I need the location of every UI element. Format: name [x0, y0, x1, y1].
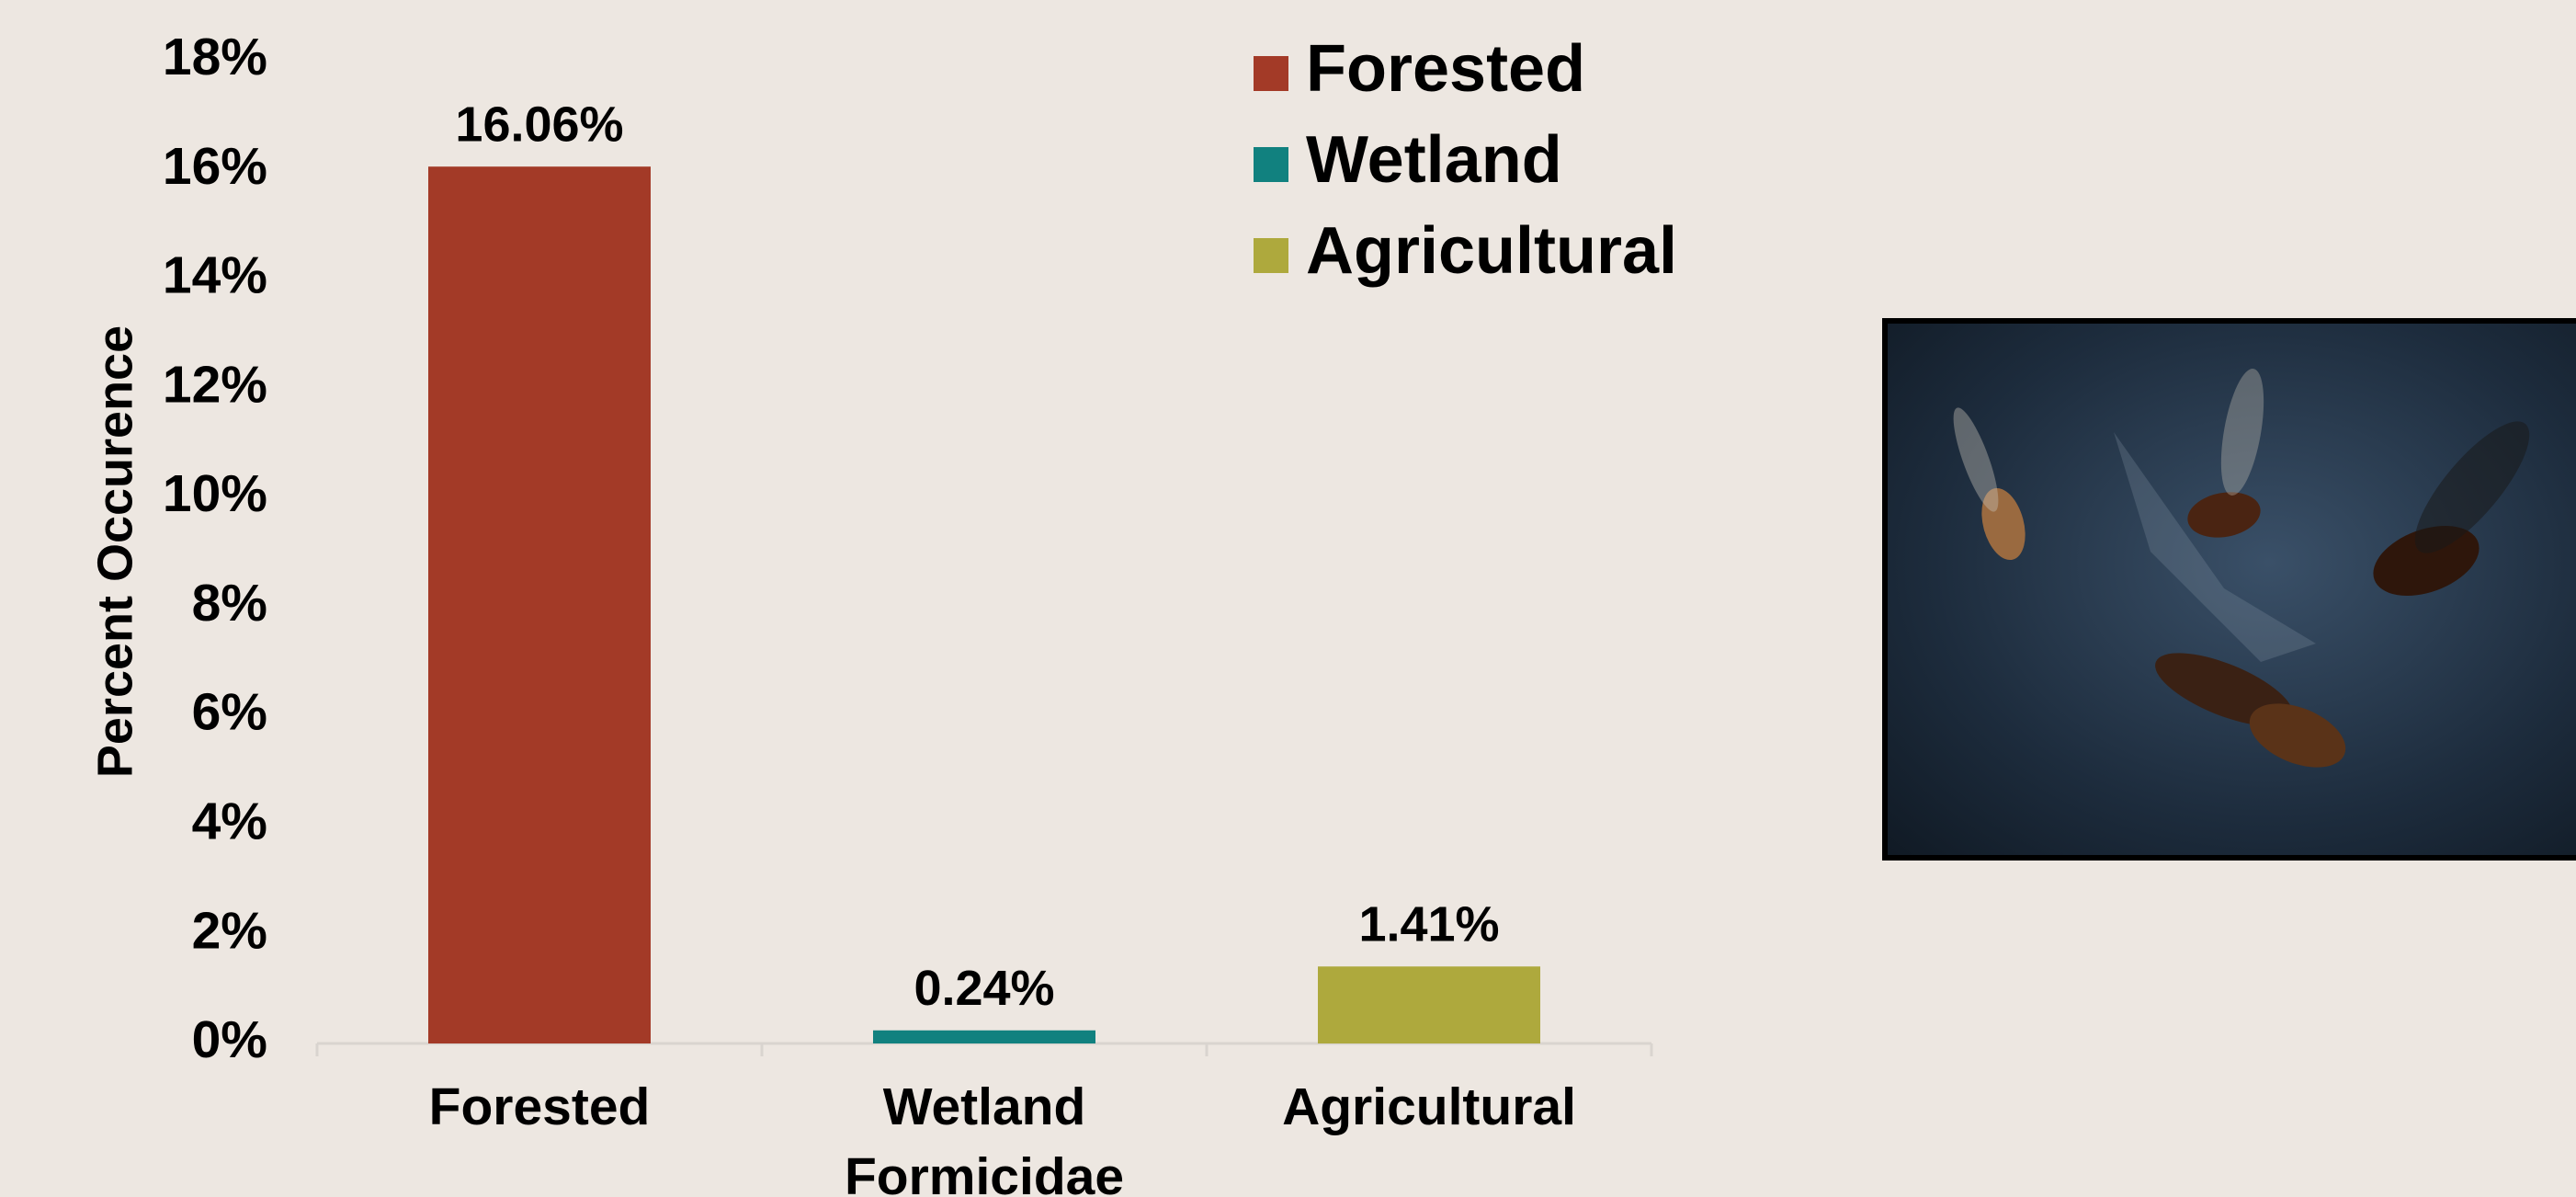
legend-label: Forested: [1306, 32, 1585, 106]
legend-label: Agricultural: [1306, 214, 1677, 288]
y-tick-label: 16%: [163, 137, 267, 196]
page: Percent Occurence 0% 2% 4% 6% 8% 10% 12% 14% 16%…: [0, 0, 2576, 1197]
y-tick-label: 0%: [192, 1010, 267, 1069]
legend-swatch: [1254, 147, 1288, 182]
y-tick-label: 4%: [192, 792, 267, 851]
y-tick-label: 12%: [163, 355, 267, 414]
value-label: 1.41%: [1358, 897, 1499, 952]
bar: [1318, 966, 1540, 1043]
y-axis-label: Percent Occurence: [87, 325, 142, 778]
y-tick-label: 8%: [192, 574, 267, 633]
bar: [428, 166, 651, 1043]
y-tick-label: 10%: [163, 464, 267, 523]
y-tick-label: 14%: [163, 246, 267, 305]
x-group-label: Formicidae: [845, 1147, 1124, 1197]
y-tick-label: 2%: [192, 901, 267, 960]
value-label: 0.24%: [914, 961, 1054, 1016]
bar: [873, 1031, 1095, 1043]
legend-swatch: [1254, 56, 1288, 91]
y-tick-label: 6%: [192, 683, 267, 742]
x-tick-label: Forested: [429, 1077, 651, 1136]
value-label: 16.06%: [455, 97, 623, 152]
legend-swatch: [1254, 238, 1288, 273]
x-tick-label: Agricultural: [1282, 1077, 1576, 1136]
chart: Percent Occurence 0% 2% 4% 6% 8% 10% 12% 14% 16%…: [0, 0, 2576, 1197]
y-tick-label: 18%: [163, 28, 267, 86]
legend-label: Wetland: [1306, 123, 1562, 197]
photo: [1885, 321, 2576, 858]
x-tick-label: Wetland: [883, 1077, 1086, 1136]
